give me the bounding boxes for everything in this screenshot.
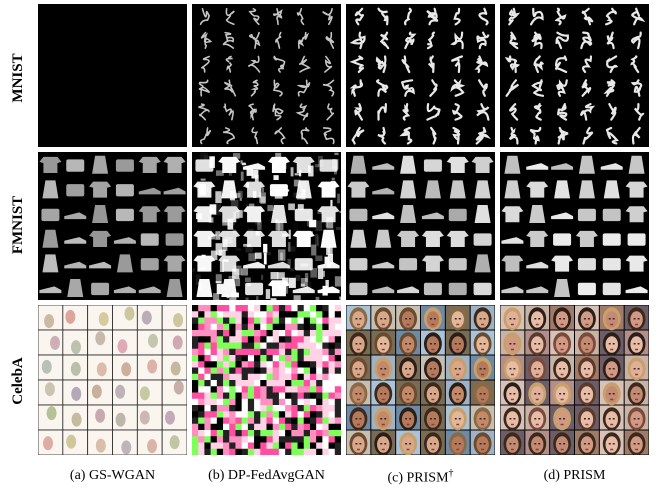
row-label-celeba: CelebA — [10, 357, 26, 405]
panel-celeba-gswgan — [38, 305, 187, 455]
panel-mnist-prism — [500, 4, 649, 147]
panel-mnist-prism-dagger — [346, 4, 495, 147]
panel-fmnist-gswgan — [38, 152, 187, 300]
panel-celeba-prism-dagger — [346, 305, 495, 455]
row-label-mnist: MNIST — [10, 53, 26, 103]
panel-celeba-dpfedavggan — [192, 305, 341, 455]
panel-fmnist-prism — [500, 152, 649, 300]
caption-gswgan: (a) GS-WGAN — [69, 468, 156, 483]
caption-prism: (d) PRISM — [543, 468, 606, 483]
caption-prism-dagger-main: (c) PRISM — [387, 470, 449, 486]
row-label-fmnist: FMNIST — [10, 195, 26, 255]
panel-fmnist-prism-dagger — [346, 152, 495, 300]
panel-celeba-prism — [500, 305, 649, 455]
caption-dpfedavggan: (b) DP-FedAvgGAN — [208, 468, 325, 483]
panel-mnist-gswgan — [38, 4, 187, 147]
caption-prism-dagger-sup: † — [448, 468, 454, 479]
caption-prism-dagger: (c) PRISM† — [346, 468, 495, 487]
panel-fmnist-dpfedavggan — [192, 152, 341, 300]
panel-mnist-dpfedavggan — [192, 4, 341, 147]
